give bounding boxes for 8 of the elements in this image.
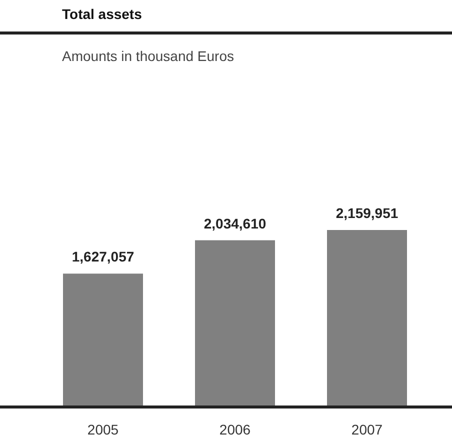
data-label: 2,159,951: [336, 205, 398, 221]
x-tick-label: 2007: [351, 422, 383, 438]
x-tick-label: 2005: [87, 422, 119, 438]
x-tick-label: 2006: [219, 422, 251, 438]
data-label: 2,034,610: [204, 215, 266, 232]
data-label: 1,627,057: [72, 248, 134, 265]
chart-title: Total assets: [62, 6, 142, 22]
chart-subtitle: Amounts in thousand Euros: [62, 48, 234, 64]
